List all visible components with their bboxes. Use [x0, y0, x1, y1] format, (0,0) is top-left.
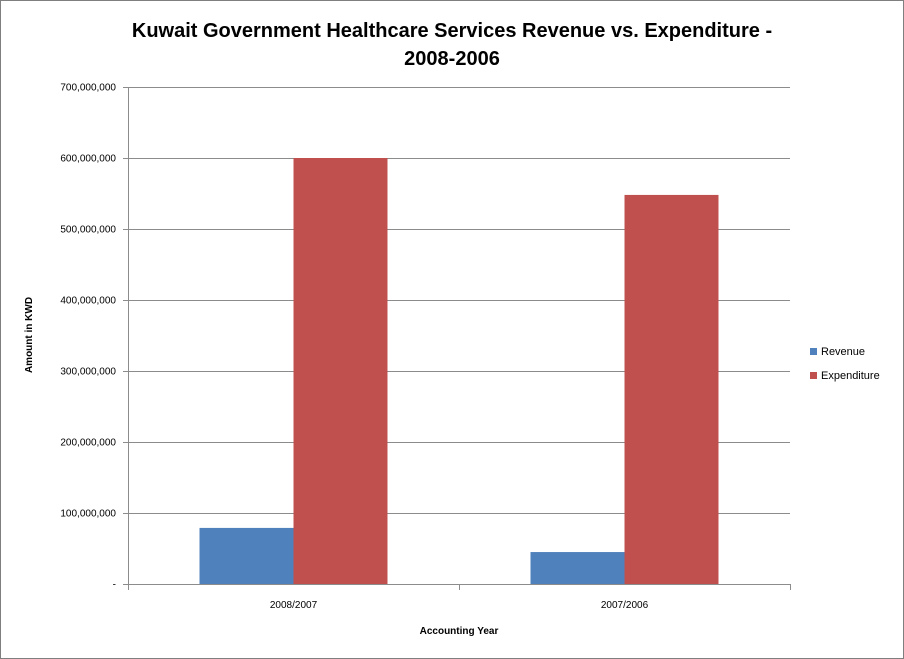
y-axis-title: Amount in KWD [24, 297, 35, 373]
y-tick-label: 100,000,000 [60, 509, 116, 520]
y-tick-label: 500,000,000 [60, 225, 116, 236]
legend-swatch-expenditure [810, 372, 817, 379]
x-axis-title: Accounting Year [420, 626, 499, 637]
y-tick-label: 700,000,000 [60, 83, 116, 94]
y-tick-labels: - 100,000,000 200,000,000 300,000,000 400,00… [60, 83, 116, 591]
chart-title-line-1: Kuwait Government Healthcare Services Re… [132, 20, 772, 42]
legend: Revenue Expenditure [810, 346, 880, 382]
bar-revenue-0 [199, 527, 294, 584]
chart-title-line-2: 2008-2006 [404, 48, 500, 70]
bar-revenue-1 [530, 552, 625, 584]
y-tick-label: 300,000,000 [60, 367, 116, 378]
y-tick-label: 600,000,000 [60, 154, 116, 165]
legend-label-revenue: Revenue [821, 346, 865, 358]
legend-label-expenditure: Expenditure [821, 370, 880, 382]
x-tick-label: 2007/2006 [601, 600, 649, 611]
y-tick-label: - [113, 580, 116, 591]
x-axis: 2008/2007 2007/2006 [128, 87, 791, 611]
bar-expenditure-1 [624, 194, 719, 585]
legend-swatch-revenue [810, 348, 817, 355]
bar-expenditure-0 [293, 158, 388, 584]
y-tick-label: 400,000,000 [60, 296, 116, 307]
bars [199, 158, 719, 585]
y-tick-label: 200,000,000 [60, 438, 116, 449]
x-tick-label: 2008/2007 [270, 600, 318, 611]
